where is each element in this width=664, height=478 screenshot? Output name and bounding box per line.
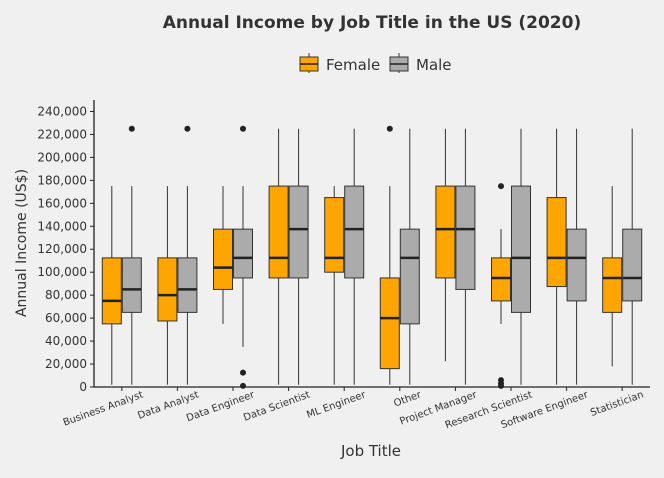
y-tick-label: 60,000 xyxy=(45,311,87,325)
y-tick-label: 20,000 xyxy=(45,357,87,371)
iqr-box xyxy=(177,257,198,313)
plot-area: 0 20,000 40,000 60,000 80,000 100,000 120,000 1… xyxy=(37,100,650,431)
outlier-point xyxy=(240,369,246,376)
box-female xyxy=(213,186,233,324)
iqr-box xyxy=(121,257,142,313)
outlier-point xyxy=(240,382,246,389)
box-female xyxy=(101,186,122,385)
legend-item-female: Female xyxy=(299,53,380,74)
y-tick-label: 80,000 xyxy=(45,288,87,302)
x-axis-label: Job Title xyxy=(340,442,401,460)
y-tick-label: 240,000 xyxy=(37,104,87,118)
outlier-point xyxy=(240,125,246,132)
box-male xyxy=(233,125,253,389)
y-tick-label: 180,000 xyxy=(37,173,87,187)
legend-label: Female xyxy=(326,56,380,74)
iqr-box xyxy=(288,185,309,279)
box-female xyxy=(602,186,623,367)
legend-item-male: Male xyxy=(389,53,452,74)
chart-title: Annual Income by Job Title in the US (20… xyxy=(163,13,581,33)
legend-label: Male xyxy=(416,56,452,74)
iqr-box xyxy=(511,185,531,313)
y-tick-label: 140,000 xyxy=(37,219,87,233)
box-male xyxy=(511,128,531,385)
box-male xyxy=(177,125,198,385)
iqr-box xyxy=(602,257,623,313)
y-tick-label: 100,000 xyxy=(37,265,87,279)
x-tick-label: ML Engineer xyxy=(305,389,368,421)
outlier-point xyxy=(184,125,191,132)
iqr-box xyxy=(491,257,511,302)
y-tick-label: 160,000 xyxy=(37,196,87,210)
box-female xyxy=(268,128,289,385)
x-tick-label: Statistician xyxy=(589,389,645,418)
iqr-box xyxy=(622,228,643,302)
box-female xyxy=(435,128,456,362)
y-tick-label: 40,000 xyxy=(45,334,87,348)
iqr-box xyxy=(399,228,420,325)
box-female xyxy=(324,186,345,385)
iqr-box xyxy=(157,257,178,322)
y-tick-label: 220,000 xyxy=(37,127,87,141)
y-axis-label: Annual Income (US$) xyxy=(14,169,30,317)
iqr-box xyxy=(324,197,345,273)
outlier-point xyxy=(498,183,504,190)
x-tick-label: Other xyxy=(392,389,423,409)
iqr-box xyxy=(566,228,587,302)
iqr-box xyxy=(101,257,122,325)
legend: Female Male xyxy=(299,53,452,74)
y-tick-label: 200,000 xyxy=(37,150,87,164)
iqr-box xyxy=(435,185,456,279)
box-male xyxy=(455,128,476,385)
box-female xyxy=(491,183,511,389)
box-male xyxy=(121,125,142,385)
x-tick-label: Business Analyst xyxy=(62,389,145,428)
iqr-box xyxy=(546,197,567,288)
iqr-box xyxy=(213,228,233,290)
box-male xyxy=(399,128,420,385)
box-female xyxy=(157,186,178,385)
iqr-box xyxy=(379,277,400,370)
iqr-box xyxy=(344,185,365,279)
iqr-box xyxy=(233,228,253,279)
outlier-point xyxy=(498,382,504,389)
box-male xyxy=(622,128,643,385)
iqr-box xyxy=(268,185,289,279)
iqr-box xyxy=(455,185,476,290)
y-tick-label: 0 xyxy=(79,380,87,394)
box-female xyxy=(379,125,400,385)
box-male xyxy=(288,128,309,385)
box-male xyxy=(344,128,365,385)
box-female xyxy=(546,128,567,385)
box-male xyxy=(566,128,587,385)
outlier-point xyxy=(128,125,135,132)
outlier-point xyxy=(386,125,393,132)
y-tick-label: 120,000 xyxy=(37,242,87,256)
